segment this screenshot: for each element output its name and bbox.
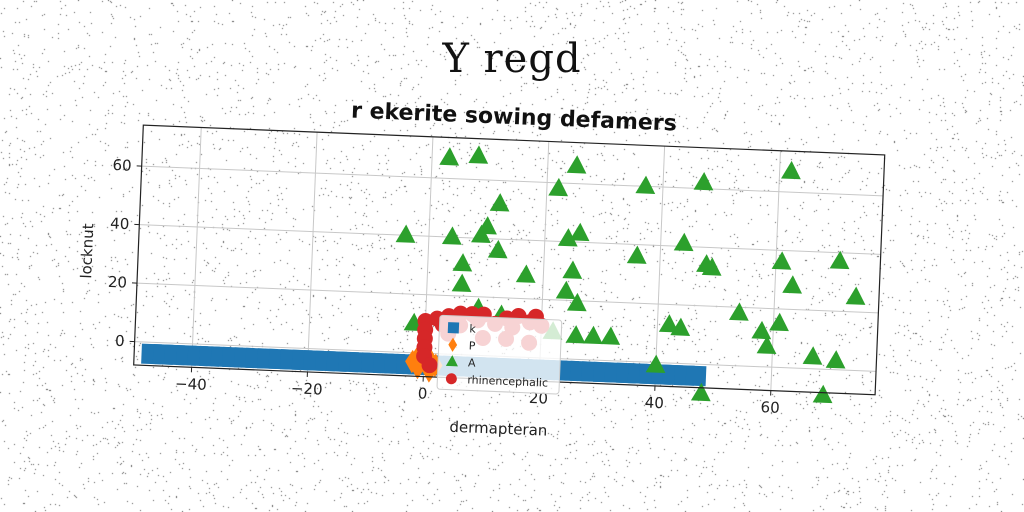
x-tick-label: −20 xyxy=(291,379,323,398)
x-grid-line xyxy=(770,150,781,391)
x-tick-label: −40 xyxy=(175,375,207,394)
legend-label: rhinencephalic xyxy=(467,373,548,389)
point-a xyxy=(771,251,792,270)
y-tick-label: 60 xyxy=(112,156,132,175)
point-a xyxy=(548,177,569,197)
point-a xyxy=(515,264,536,283)
legend-label: P xyxy=(468,339,476,352)
y-grid-line xyxy=(141,165,884,197)
point-a xyxy=(562,260,583,279)
point-a xyxy=(769,312,789,332)
point-a xyxy=(635,175,656,194)
y-grid-line xyxy=(139,224,881,255)
legend-box xyxy=(436,314,563,395)
point-a xyxy=(782,275,803,294)
point-a xyxy=(566,155,587,174)
y-axis-label: locknut xyxy=(77,223,97,279)
point-a xyxy=(825,350,846,369)
point-a xyxy=(452,253,473,272)
x-tick-label: 0 xyxy=(417,384,427,402)
point-a xyxy=(566,292,587,312)
point-a xyxy=(565,325,586,344)
point-a xyxy=(451,273,472,293)
y-tick-label: 20 xyxy=(108,273,128,292)
point-a xyxy=(802,346,823,365)
point-a xyxy=(569,222,590,242)
point-a xyxy=(829,250,850,270)
point-a xyxy=(756,335,777,355)
legend-marker-rhinencephalic xyxy=(445,373,457,385)
x-grid-line xyxy=(191,127,202,368)
x-axis-label: dermapteran xyxy=(449,418,548,440)
point-a xyxy=(693,172,714,191)
point-a xyxy=(441,226,462,245)
point-a xyxy=(670,317,691,336)
legend-marker-p xyxy=(448,337,458,352)
legend-label: k xyxy=(469,322,477,335)
chart-title: r ekerite sowing defamers xyxy=(351,99,678,137)
x-grid-line xyxy=(306,132,318,372)
point-a xyxy=(477,216,497,235)
point-a xyxy=(701,257,722,276)
point-a xyxy=(845,286,866,305)
point-a xyxy=(690,382,711,402)
point-rhinencephalic xyxy=(421,357,438,374)
x-tick-label: 40 xyxy=(644,394,664,413)
point-a xyxy=(728,302,749,321)
point-k xyxy=(685,365,707,387)
point-a xyxy=(555,280,576,300)
x-tick-label: 60 xyxy=(760,398,780,417)
point-a xyxy=(812,384,833,404)
y-grid-line xyxy=(136,282,879,314)
point-a xyxy=(626,245,647,264)
point-a xyxy=(600,326,621,345)
legend-marker-k xyxy=(447,322,460,334)
point-a xyxy=(645,354,666,374)
y-tick-label: 40 xyxy=(110,214,130,233)
point-a xyxy=(439,147,460,166)
point-a xyxy=(395,224,416,243)
point-a xyxy=(489,193,510,212)
point-a xyxy=(673,232,694,252)
x-grid-line xyxy=(654,146,666,386)
point-a xyxy=(781,160,801,180)
point-a xyxy=(582,325,603,345)
figure-suptitle: Y regd xyxy=(442,36,582,82)
point-a xyxy=(658,314,679,333)
legend-marker-a xyxy=(445,355,458,367)
legend-label: A xyxy=(468,356,477,369)
point-a xyxy=(487,239,508,259)
point-a xyxy=(468,145,489,164)
point-a xyxy=(557,228,578,247)
point-a xyxy=(751,320,772,340)
y-tick-label: 0 xyxy=(115,332,125,350)
